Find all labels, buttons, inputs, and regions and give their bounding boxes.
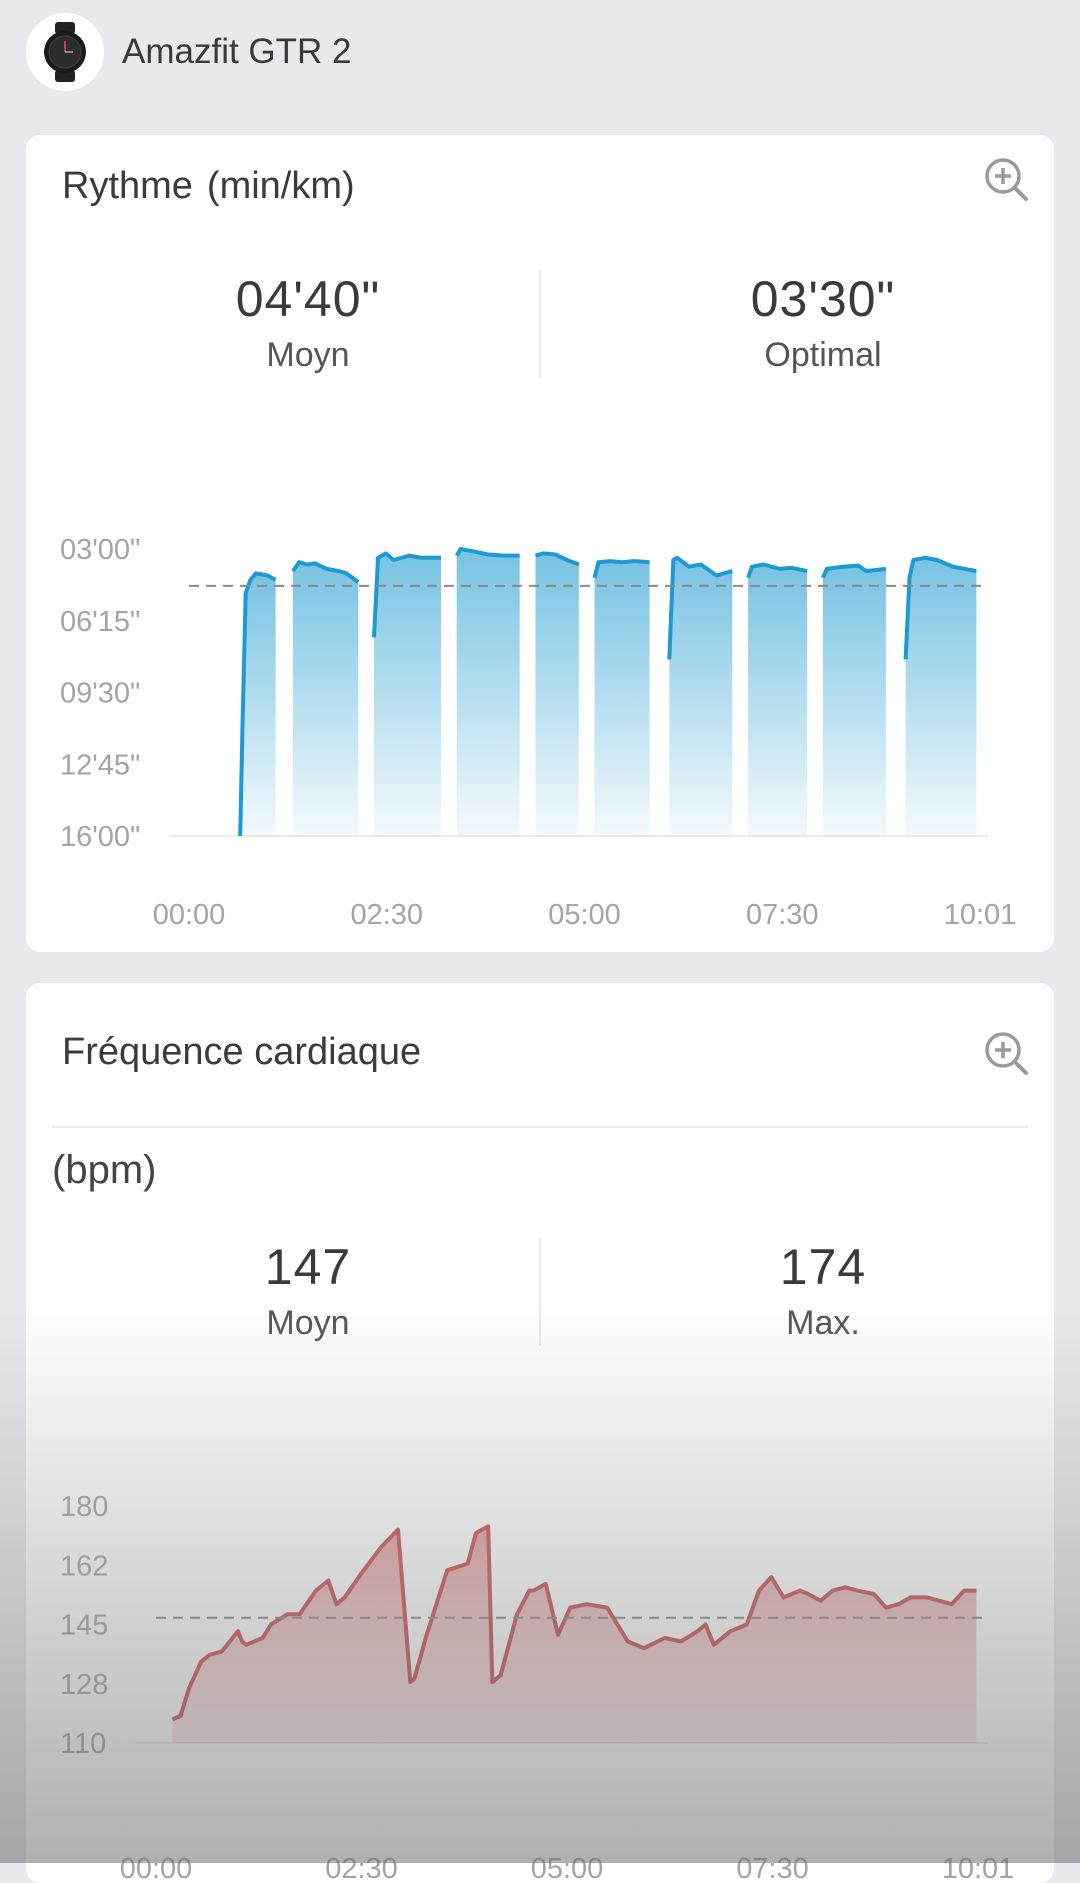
pace-stats: 04'40" Moyn 03'30" Optimal xyxy=(26,270,1054,380)
x-tick-label: 02:30 xyxy=(325,1853,398,1883)
series-line xyxy=(746,562,808,579)
heart-rate-title: Fréquence cardiaque xyxy=(62,1031,422,1073)
heart-rate-stats: 147 Moyn 174 Max. xyxy=(26,1238,1054,1348)
heart-rate-max-value: 174 xyxy=(779,1239,867,1295)
y-tick-label: 03'00" xyxy=(60,534,140,566)
x-tick-label: 00:00 xyxy=(153,899,226,931)
y-tick-label: 09'30" xyxy=(60,678,140,710)
heart-rate-avg-value: 147 xyxy=(264,1239,352,1295)
x-tick-label: 10:01 xyxy=(942,1853,1015,1883)
series-area xyxy=(240,573,276,836)
series-line xyxy=(238,571,277,837)
x-tick-label: 02:30 xyxy=(350,899,423,931)
divider xyxy=(52,1126,1028,1128)
pace-best-value: 03'30" xyxy=(750,271,896,327)
series-area xyxy=(535,553,579,836)
series-area xyxy=(905,557,977,836)
series-line xyxy=(592,559,650,579)
series-area xyxy=(594,561,650,836)
heart-rate-max: 174 Max. xyxy=(613,1238,1033,1343)
heart-rate-avg-label: Moyn xyxy=(266,1304,350,1342)
heart-rate-avg: 147 Moyn xyxy=(98,1238,518,1343)
pace-chart: 03'00" 06'15" 09'30" 12'45" 16'00" 00:00 02:30… xyxy=(60,534,1017,931)
y-tick-label: 128 xyxy=(60,1669,108,1701)
series-area xyxy=(374,553,441,836)
series-area xyxy=(172,1526,977,1743)
pace-avg: 04'40" Moyn xyxy=(98,270,518,375)
pace-title: Rythme (min/km) xyxy=(62,165,355,208)
stat-divider xyxy=(539,270,541,378)
device-name: Amazfit GTR 2 xyxy=(122,32,352,71)
heart-rate-card: Fréquence cardiaque (bpm) 147 Moyn 174 M… xyxy=(26,983,1054,1883)
series-area xyxy=(292,562,359,836)
y-tick-label: 12'45" xyxy=(60,749,140,781)
series-area xyxy=(456,549,520,836)
series-line xyxy=(291,560,360,584)
y-tick-label: 162 xyxy=(60,1550,108,1582)
pace-unit: (min/km) xyxy=(206,165,355,207)
pace-avg-value: 04'40" xyxy=(235,271,381,327)
pace-best: 03'30" Optimal xyxy=(613,270,1033,375)
series-line xyxy=(821,563,887,579)
y-tick-label: 16'00" xyxy=(60,821,140,853)
x-tick-label: 10:01 xyxy=(944,899,1017,931)
y-tick-label: 110 xyxy=(60,1728,106,1760)
series-line xyxy=(534,551,580,567)
x-tick-label: 07:30 xyxy=(746,899,819,931)
pace-best-label: Optimal xyxy=(764,336,882,374)
series-line xyxy=(667,555,733,660)
watch-icon xyxy=(26,13,104,91)
series-area xyxy=(669,557,733,836)
series-area xyxy=(748,564,808,836)
heart-rate-max-label: Max. xyxy=(786,1304,860,1342)
pace-card: Rythme (min/km) 04'40" Moyn 03'30" Optima… xyxy=(26,135,1054,952)
y-tick-label: 180 xyxy=(60,1491,108,1523)
series-line xyxy=(454,547,520,558)
heart-rate-chart: 180 162 145 128 110 00:00 02:30 05:00 07:30 10:01 xyxy=(60,1491,1015,1883)
stat-divider xyxy=(539,1238,541,1346)
y-tick-label: 06'15" xyxy=(60,606,140,638)
device-header[interactable]: Amazfit GTR 2 xyxy=(26,12,351,92)
x-tick-label: 07:30 xyxy=(736,1853,809,1883)
series-line xyxy=(372,551,441,638)
series-area xyxy=(822,565,886,836)
pace-title-text: Rythme xyxy=(62,165,193,207)
heart-rate-unit: (bpm) xyxy=(52,1148,157,1192)
x-tick-label: 00:00 xyxy=(120,1853,193,1883)
x-tick-label: 05:00 xyxy=(531,1853,604,1883)
pace-avg-label: Moyn xyxy=(266,336,350,374)
y-tick-label: 145 xyxy=(60,1610,108,1642)
x-tick-label: 05:00 xyxy=(548,899,621,931)
series-line xyxy=(903,555,977,660)
zoom-in-icon[interactable] xyxy=(982,155,1030,203)
zoom-in-icon[interactable] xyxy=(982,1029,1030,1077)
